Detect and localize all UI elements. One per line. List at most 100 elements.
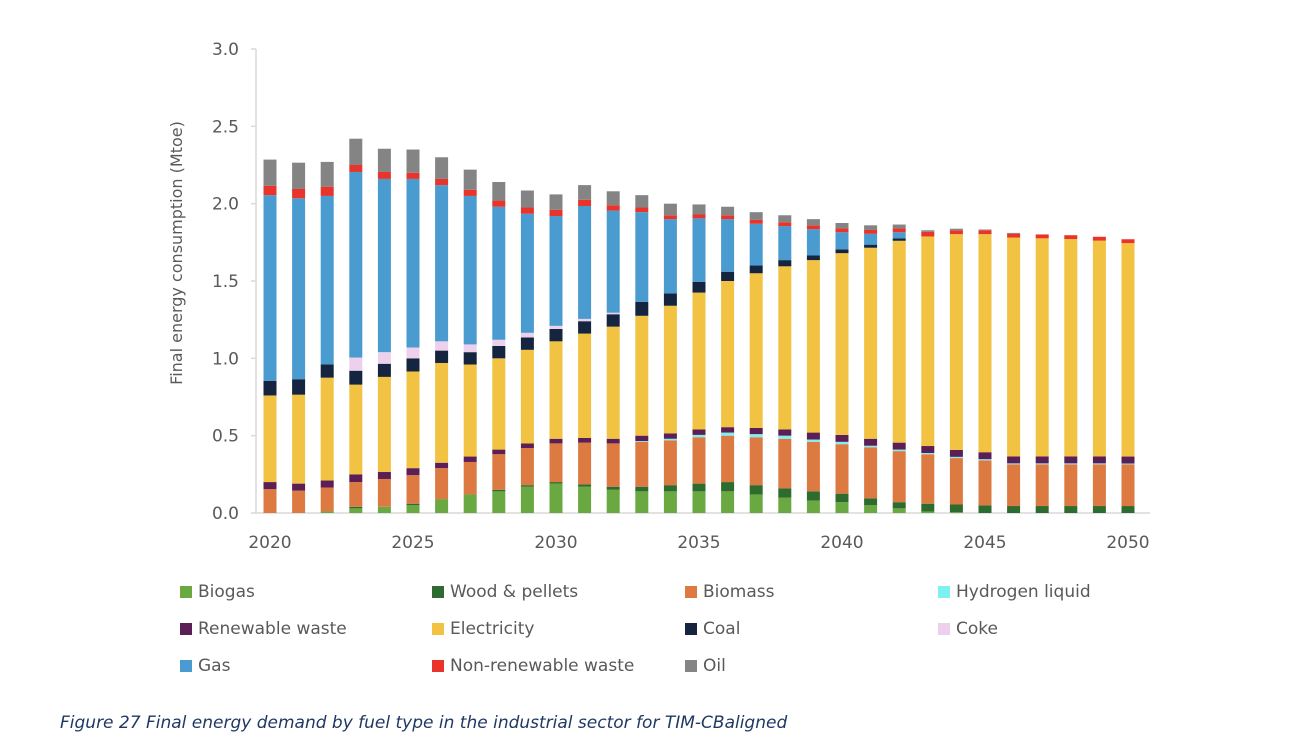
bar-segment-renewable-waste — [1121, 456, 1135, 464]
bar-segment-renewable-waste — [778, 429, 792, 436]
legend-swatch — [432, 623, 444, 635]
bar-segment-hydrogen-liquid — [806, 439, 820, 442]
bar-segment-renewable-waste — [406, 468, 420, 476]
bar-stack-2049 — [1092, 236, 1106, 513]
bar-segment-wood-pellets — [921, 503, 935, 512]
bar-segment-electricity — [292, 394, 306, 484]
bar-segment-gas — [377, 178, 391, 353]
legend-item: Gas — [180, 656, 230, 676]
bar-segment-biomass — [692, 437, 706, 484]
bar-segment-coke — [549, 325, 563, 329]
bar-segment-non-renewable-waste — [1064, 235, 1078, 240]
bar-segment-biomass — [1092, 464, 1106, 507]
bar-segment-biogas — [921, 511, 935, 513]
bar-stack-2033 — [635, 195, 649, 513]
bar-segment-wood-pellets — [663, 485, 677, 492]
bar-segment-renewable-waste — [978, 452, 992, 460]
bar-segment-non-renewable-waste — [749, 219, 763, 224]
bar-segment-electricity — [892, 240, 906, 443]
bar-segment-gas — [892, 232, 906, 239]
legend-swatch — [938, 586, 950, 598]
bar-segment-renewable-waste — [463, 456, 477, 462]
bar-segment-electricity — [492, 358, 506, 450]
bar-segment-gas — [635, 212, 649, 302]
bar-segment-hydrogen-liquid — [921, 452, 935, 455]
bar-segment-biogas — [578, 486, 592, 513]
y-axis-title: Final energy consumption (Mtoe) — [167, 121, 186, 385]
bar-segment-coal — [520, 337, 534, 350]
bar-segment-wood-pellets — [692, 483, 706, 492]
bar-segment-electricity — [320, 377, 334, 481]
bar-segment-wood-pellets — [1121, 506, 1135, 513]
bar-segment-renewable-waste — [692, 429, 706, 435]
bar-segment-electricity — [806, 260, 820, 433]
legend-swatch — [938, 623, 950, 635]
bar-segment-coal — [635, 301, 649, 316]
bar-segment-biomass — [292, 490, 306, 513]
x-axis: 2020 2025 2030 2035 2040 2045 2050 — [248, 512, 1150, 553]
bar-segment-gas — [606, 210, 620, 313]
y-tick-label: 2.0 — [212, 195, 239, 215]
bar-segment-wood-pellets — [806, 491, 820, 501]
bar-segment-gas — [349, 171, 363, 358]
bar-segment-hydrogen-liquid — [1035, 463, 1049, 465]
bar-segment-coal — [549, 328, 563, 342]
legend-label: Electricity — [450, 619, 535, 639]
legend-swatch — [685, 586, 697, 598]
bar-segment-biomass — [463, 461, 477, 495]
bar-segment-oil — [435, 157, 449, 179]
bar-segment-electricity — [778, 266, 792, 430]
bar-stack-2023 — [349, 138, 363, 513]
bar-segment-gas — [864, 233, 878, 245]
bar-segment-wood-pellets — [721, 482, 735, 492]
bar-segment-wood-pellets — [349, 506, 363, 509]
bar-segment-renewable-waste — [435, 462, 449, 469]
bar-segment-coal — [864, 244, 878, 248]
bar-segment-non-renewable-waste — [806, 225, 820, 230]
legend-label: Wood & pellets — [450, 582, 579, 602]
legend-swatch — [180, 623, 192, 635]
bar-segment-biogas — [692, 491, 706, 513]
bar-segment-biogas — [949, 512, 963, 513]
y-axis: 0.0 0.5 1.0 1.5 2.0 2.5 3.0 — [212, 40, 257, 524]
bar-segment-biogas — [806, 500, 820, 513]
bar-segment-hydrogen-liquid — [635, 441, 649, 442]
x-tick-label: 2045 — [963, 533, 1006, 553]
bar-segment-non-renewable-waste — [463, 189, 477, 196]
bar-segment-biogas — [320, 511, 334, 513]
x-tick-label: 2025 — [391, 533, 434, 553]
bar-segment-electricity — [1092, 240, 1106, 457]
bar-segment-biogas — [864, 505, 878, 513]
legend-label: Coal — [703, 619, 741, 639]
y-tick-label: 0.5 — [212, 427, 239, 447]
bar-segment-biomass — [1064, 464, 1078, 507]
bar-segment-oil — [692, 204, 706, 215]
bar-segment-coal — [663, 293, 677, 306]
bar-segment-coal — [463, 352, 477, 365]
bar-segment-gas — [549, 216, 563, 326]
bar-segment-electricity — [692, 292, 706, 430]
bar-stack-2039 — [806, 219, 820, 513]
bar-segment-oil — [864, 225, 878, 230]
bar-segment-gas — [435, 185, 449, 342]
bar-segment-biogas — [835, 502, 849, 513]
bar-segment-renewable-waste — [892, 442, 906, 450]
bar-stack-2036 — [721, 206, 735, 513]
bar-segment-gas — [463, 195, 477, 345]
legend-swatch — [180, 586, 192, 598]
legend-item: Non-renewable waste — [432, 656, 634, 676]
bar-segment-electricity — [606, 326, 620, 439]
bar-segment-renewable-waste — [721, 427, 735, 433]
bar-segment-coal — [692, 281, 706, 293]
bar-segment-electricity — [520, 349, 534, 444]
bar-segment-renewable-waste — [578, 437, 592, 443]
bar-segment-non-renewable-waste — [1121, 239, 1135, 244]
legend-item: Biomass — [685, 582, 774, 602]
legend-item: Coke — [938, 619, 998, 639]
bar-segment-renewable-waste — [320, 480, 334, 488]
bar-segment-biomass — [578, 442, 592, 485]
bar-segment-non-renewable-waste — [864, 229, 878, 234]
bar-segment-electricity — [921, 236, 935, 447]
legend-label: Renewable waste — [198, 619, 347, 639]
bar-segment-oil — [978, 229, 992, 231]
